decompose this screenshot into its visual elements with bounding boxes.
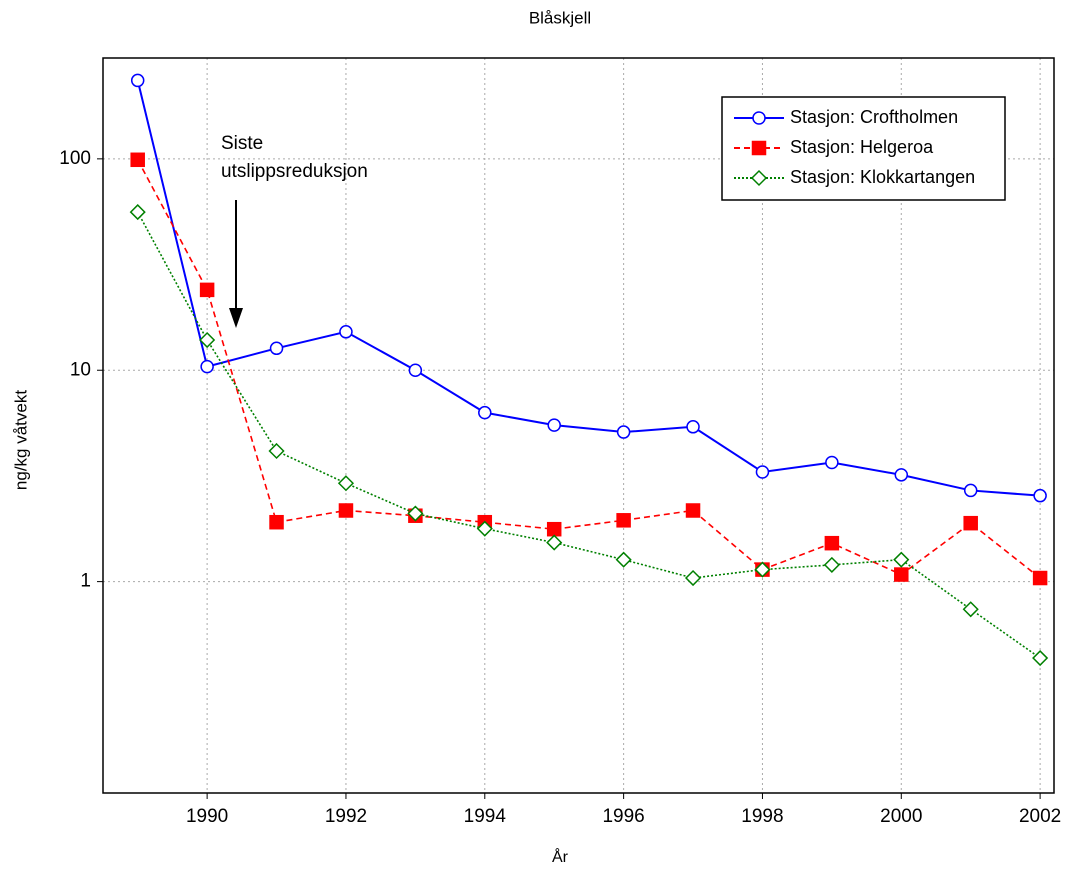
y-tick-label: 1 [80,571,91,592]
y-tick-label: 10 [70,359,91,380]
legend-label: Stasjon: Helgeroa [790,137,934,157]
marker [824,535,840,551]
marker [1033,488,1047,503]
marker [407,505,424,522]
marker [616,425,631,439]
marker [1032,570,1048,586]
marker [269,341,284,356]
marker [339,325,353,339]
x-tick-label: 1996 [602,806,644,827]
marker [750,169,768,187]
marker [546,521,562,537]
annotation-arrowhead [229,308,243,328]
marker [478,405,492,420]
x-tick-label: 1992 [325,806,367,827]
marker [963,483,978,498]
series-line [137,159,1041,579]
chart-title: Blåskjell [529,8,591,27]
x-tick-label: 2002 [1019,806,1061,827]
marker [129,204,146,221]
marker [894,567,909,582]
marker [615,551,632,568]
series-line [137,211,1041,659]
marker [962,601,979,618]
marker [754,561,771,578]
marker [823,556,840,573]
marker [268,442,285,460]
marker [269,514,284,530]
plot-frame [102,57,1055,794]
marker [751,140,767,156]
marker [686,420,700,434]
x-tick-label: 1990 [186,806,228,827]
marker [752,111,766,125]
x-tick-label: 2000 [880,806,922,827]
series-line [136,80,1041,497]
annotation: utslippsreduksjon [221,161,368,182]
marker [200,359,214,374]
y-tick-label: 100 [59,148,91,169]
marker [893,551,910,568]
marker [546,534,563,551]
marker [130,152,145,168]
marker [408,363,423,377]
marker [684,569,702,587]
y-axis-label: ng/kg våtvekt [11,390,30,490]
marker [755,465,770,479]
marker [199,331,216,349]
marker [199,282,215,298]
marker [963,515,978,531]
marker [1032,649,1049,667]
marker [130,73,145,88]
marker [894,468,909,482]
x-tick-label: 1998 [741,806,783,827]
marker [825,455,839,470]
marker [338,503,354,518]
marker [476,520,493,537]
marker [337,475,355,492]
annotation: Siste [221,133,263,154]
marker [616,513,631,528]
marker [547,418,561,432]
marker [685,503,701,518]
x-tick-label: 1994 [464,806,507,827]
legend-label: Stasjon: Klokkartangen [790,167,975,187]
legend-label: Stasjon: Croftholmen [790,107,958,127]
legend: Stasjon: Croftholmen Stasjon: Helgeroa Sta… [721,96,1006,201]
x-axis-label: År [552,847,569,866]
